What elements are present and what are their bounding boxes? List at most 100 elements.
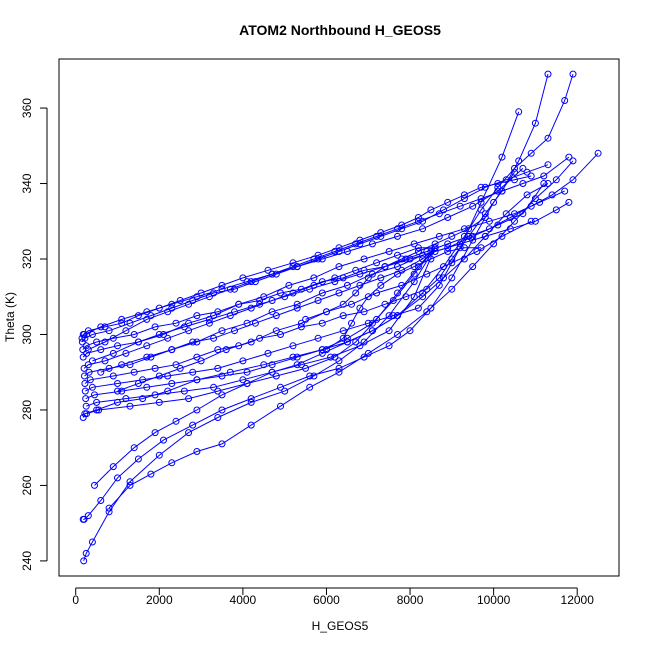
data-point <box>91 481 98 489</box>
data-point <box>394 270 401 278</box>
data-point <box>97 323 105 331</box>
data-point <box>414 248 422 255</box>
data-point <box>531 217 539 225</box>
data-point <box>130 444 138 452</box>
data-point <box>180 387 188 395</box>
data-point <box>335 244 343 252</box>
data-point <box>97 368 105 376</box>
data-point <box>193 293 201 301</box>
data-point <box>460 191 468 199</box>
data-point <box>193 406 201 414</box>
data-point <box>406 255 414 263</box>
data-point <box>297 323 305 331</box>
data-point <box>469 236 477 244</box>
data-point <box>97 346 105 354</box>
series-5 <box>80 244 439 372</box>
data-point <box>310 372 318 380</box>
series-6 <box>81 244 439 380</box>
data-point <box>109 334 117 342</box>
series-22 <box>323 244 485 354</box>
data-point <box>118 315 126 323</box>
data-point <box>210 383 218 391</box>
data-point <box>82 342 90 350</box>
data-point <box>519 180 527 187</box>
series-line <box>94 183 549 486</box>
data-point <box>331 274 339 282</box>
data-point <box>193 448 201 455</box>
data-point <box>168 459 176 467</box>
series-line <box>100 183 545 373</box>
data-point <box>339 300 347 308</box>
data-point <box>185 395 193 403</box>
x-axis-label: H_GEOS5 <box>312 619 369 633</box>
data-point <box>256 334 264 342</box>
series-line <box>86 247 436 407</box>
data-point <box>373 289 381 297</box>
data-point <box>289 259 297 267</box>
data-point <box>485 217 493 225</box>
data-point <box>364 274 372 282</box>
y-tick-label: 320 <box>20 249 34 269</box>
data-point <box>460 244 468 252</box>
data-point <box>143 383 151 391</box>
data-point <box>172 417 180 425</box>
data-point <box>385 327 393 335</box>
data-point <box>373 259 381 267</box>
series-8 <box>81 108 523 395</box>
data-point <box>172 361 180 369</box>
data-point <box>477 244 485 252</box>
series-line <box>82 201 570 358</box>
data-point <box>109 349 117 357</box>
data-point <box>205 293 213 301</box>
data-point <box>235 300 243 308</box>
data-point <box>356 270 364 278</box>
data-point <box>139 376 147 384</box>
data-point <box>498 232 506 240</box>
data-point <box>218 406 226 414</box>
data-point <box>247 338 255 346</box>
data-point <box>114 387 121 395</box>
data-point <box>352 338 360 346</box>
data-point <box>277 402 284 410</box>
data-point <box>306 383 314 391</box>
data-point <box>268 308 276 316</box>
y-axis-label: Theta (K) <box>3 292 17 342</box>
data-point <box>297 319 305 327</box>
data-point <box>218 327 226 335</box>
data-point <box>185 429 193 437</box>
data-point <box>511 164 518 172</box>
data-point <box>431 240 439 248</box>
data-point <box>348 300 355 308</box>
data-point <box>435 281 443 289</box>
data-point <box>193 376 201 384</box>
data-point <box>88 538 96 546</box>
data-point <box>498 153 506 161</box>
data-point <box>419 289 427 297</box>
series-12 <box>79 244 439 421</box>
data-point <box>134 380 142 387</box>
data-point <box>323 346 330 354</box>
data-point <box>410 240 418 248</box>
data-point <box>239 376 247 384</box>
data-point <box>318 319 326 327</box>
data-point <box>239 274 247 282</box>
data-point <box>293 300 301 308</box>
data-point <box>84 361 92 369</box>
data-point <box>339 327 347 335</box>
data-point <box>88 357 96 365</box>
data-point <box>343 248 351 255</box>
data-point <box>448 232 456 240</box>
data-point <box>160 331 167 338</box>
data-point <box>88 383 96 391</box>
data-point <box>440 263 447 271</box>
series-14 <box>80 244 439 565</box>
data-point <box>423 285 431 293</box>
data-point <box>80 331 88 338</box>
data-point <box>289 342 297 350</box>
data-point <box>469 202 477 210</box>
data-point <box>318 349 326 357</box>
series-line <box>117 220 532 392</box>
data-point <box>82 402 90 410</box>
data-point <box>114 474 121 482</box>
